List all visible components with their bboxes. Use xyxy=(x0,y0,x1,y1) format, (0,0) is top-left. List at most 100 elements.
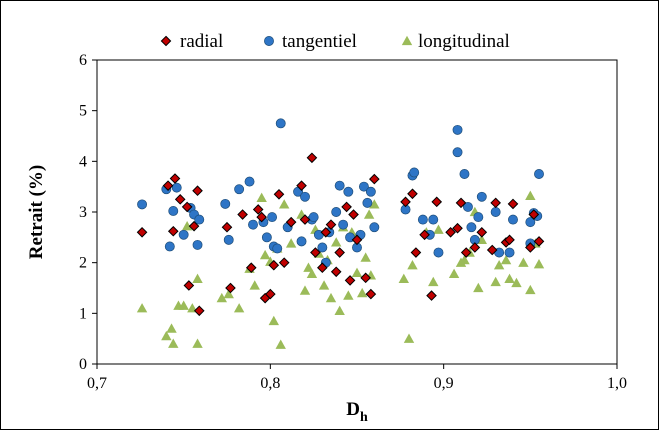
point-tangentiel xyxy=(490,207,501,217)
point-tangentiel xyxy=(362,197,373,208)
point-tangentiel xyxy=(452,124,463,135)
point-longitudinal xyxy=(136,303,148,313)
point-longitudinal xyxy=(275,339,286,349)
point-tangentiel xyxy=(433,247,444,258)
point-radial xyxy=(334,247,345,258)
point-radial xyxy=(344,275,356,286)
point-longitudinal xyxy=(525,284,536,295)
point-tangentiel xyxy=(248,219,258,230)
point-longitudinal xyxy=(299,285,311,295)
point-longitudinal xyxy=(334,305,345,315)
legend-label-radial: radial xyxy=(180,31,223,52)
point-tangentiel xyxy=(244,176,255,187)
point-longitudinal xyxy=(285,238,297,248)
point-radial xyxy=(525,242,536,253)
point-longitudinal xyxy=(233,303,245,313)
point-longitudinal xyxy=(223,288,234,299)
point-longitudinal xyxy=(306,268,318,278)
point-radial xyxy=(460,247,472,258)
x-tick-label: 1,0 xyxy=(607,375,627,392)
point-tangentiel xyxy=(428,214,439,225)
point-radial xyxy=(174,194,186,205)
point-tangentiel xyxy=(234,184,245,195)
point-radial xyxy=(169,173,181,184)
point-radial xyxy=(341,201,352,213)
point-longitudinal xyxy=(259,249,271,260)
point-longitudinal xyxy=(331,237,342,247)
point-tangentiel xyxy=(417,214,428,225)
legend-marker-radial xyxy=(160,35,172,47)
point-tangentiel xyxy=(137,199,148,210)
point-longitudinal xyxy=(303,262,314,272)
point-radial xyxy=(273,188,285,200)
point-tangentiel xyxy=(365,186,376,197)
point-tangentiel xyxy=(358,181,369,192)
point-longitudinal xyxy=(268,315,279,326)
point-radial xyxy=(490,197,501,209)
point-radial xyxy=(181,201,193,213)
point-tangentiel xyxy=(223,234,234,245)
x-tick-label: 0,9 xyxy=(434,375,454,392)
point-longitudinal xyxy=(360,252,371,262)
point-radial xyxy=(306,152,318,164)
point-radial xyxy=(252,204,264,215)
x-axis-title: Dh xyxy=(346,399,368,425)
point-longitudinal xyxy=(168,338,179,348)
point-radial xyxy=(285,216,297,228)
point-tangentiel xyxy=(504,247,515,258)
point-tangentiel xyxy=(171,182,182,193)
x-axis-title-subscript: h xyxy=(360,410,368,425)
point-longitudinal xyxy=(511,277,522,288)
point-longitudinal xyxy=(448,268,460,278)
point-longitudinal xyxy=(216,292,227,303)
legend-marker-longitudinal xyxy=(401,35,413,46)
point-radial xyxy=(533,236,545,247)
point-radial xyxy=(351,234,363,246)
point-tangentiel xyxy=(343,186,354,197)
point-longitudinal xyxy=(407,260,418,270)
point-radial xyxy=(486,244,498,256)
point-tangentiel xyxy=(164,241,175,252)
point-tangentiel xyxy=(317,242,328,253)
point-radial xyxy=(419,229,430,241)
y-tick-label: 3 xyxy=(79,204,87,221)
point-tangentiel xyxy=(476,191,487,202)
series-radial xyxy=(136,152,545,317)
point-tangentiel xyxy=(334,180,345,191)
point-tangentiel xyxy=(261,232,272,243)
point-radial xyxy=(325,219,337,230)
point-radial xyxy=(426,290,437,301)
point-longitudinal xyxy=(493,260,505,270)
x-tick-label: 0,8 xyxy=(260,375,280,392)
point-tangentiel xyxy=(459,169,470,179)
point-radial xyxy=(167,225,179,237)
point-radial xyxy=(504,234,515,246)
x-axis-title-main: D xyxy=(346,399,360,420)
y-tick-label: 4 xyxy=(79,153,87,170)
point-longitudinal xyxy=(166,323,177,333)
point-longitudinal xyxy=(403,333,415,343)
point-tangentiel xyxy=(168,206,179,216)
point-radial xyxy=(193,305,205,317)
y-tick-label: 6 xyxy=(79,52,87,69)
point-tangentiel xyxy=(275,118,286,129)
point-radial xyxy=(330,266,342,278)
point-longitudinal xyxy=(256,192,267,202)
point-tangentiel xyxy=(534,169,544,179)
point-radial xyxy=(445,226,456,238)
point-longitudinal xyxy=(318,280,330,290)
point-radial xyxy=(188,220,200,232)
point-tangentiel xyxy=(409,167,420,178)
point-radial xyxy=(360,272,371,284)
point-longitudinal xyxy=(398,273,409,284)
point-radial xyxy=(400,196,411,208)
point-tangentiel xyxy=(178,229,189,240)
point-radial xyxy=(265,288,276,300)
point-tangentiel xyxy=(331,207,342,217)
point-radial xyxy=(183,280,195,291)
point-longitudinal xyxy=(249,280,260,290)
y-tick-label: 1 xyxy=(79,305,87,322)
y-tick-label: 2 xyxy=(79,255,87,272)
point-radial xyxy=(476,226,488,238)
